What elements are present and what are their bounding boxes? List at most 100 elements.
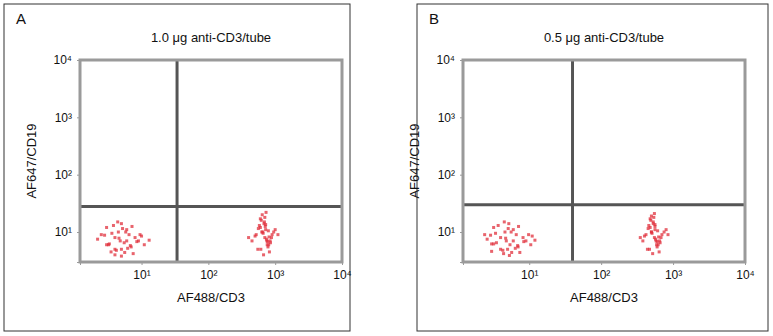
event-point: [495, 241, 498, 244]
event-point: [648, 248, 651, 251]
event-point: [128, 233, 131, 236]
event-point: [107, 243, 110, 246]
event-point: [261, 213, 264, 216]
event-point: [529, 243, 532, 246]
event-point: [503, 231, 506, 234]
y-tick-label: 10⁴: [436, 53, 455, 67]
event-point: [483, 233, 486, 236]
event-point: [143, 243, 146, 246]
event-point: [503, 220, 506, 223]
x-tick-label: 10³: [267, 268, 284, 282]
event-point: [96, 238, 99, 241]
event-point: [268, 250, 271, 253]
x-tick-mark: [529, 262, 530, 265]
plot-frame: [80, 60, 342, 262]
event-point: [514, 247, 517, 250]
event-point: [504, 237, 507, 240]
plot-area: [463, 60, 745, 262]
x-axis-line: [464, 263, 746, 266]
event-point: [271, 233, 274, 236]
event-point: [522, 240, 525, 243]
y-tick: 10⁴: [436, 53, 463, 67]
event-point: [139, 233, 142, 236]
y-axis-line: [77, 61, 81, 263]
x-tick-mark: [208, 262, 209, 265]
y-tick-mark: [460, 175, 463, 176]
panel: B0.5 μg anti-CD3/tube10¹10²10³10⁴10¹10²1…: [407, 4, 768, 331]
event-point: [100, 233, 103, 236]
y-tick-label: 10¹: [438, 225, 455, 239]
event-point: [251, 239, 254, 242]
y-tick-mark: [460, 117, 463, 118]
event-point: [103, 234, 106, 237]
event-point: [497, 224, 500, 227]
x-axis-title: AF488/CD3: [570, 290, 638, 305]
x-tick-mark: [745, 262, 746, 265]
event-point: [647, 224, 650, 227]
event-point: [266, 240, 269, 243]
y-tick-label: 10¹: [55, 225, 72, 239]
panel-border: [4, 4, 350, 331]
event-point: [105, 226, 108, 229]
event-point: [510, 251, 513, 254]
y-tick: 10¹: [55, 225, 80, 239]
figure: A1.0 μg anti-CD3/tube10¹10²10³10⁴10¹10²1…: [0, 0, 773, 336]
event-point: [644, 233, 647, 236]
event-point: [257, 227, 260, 230]
y-tick: 10⁴: [53, 53, 80, 67]
event-point: [148, 239, 151, 242]
y-tick-label: 10²: [55, 168, 72, 182]
event-point: [653, 212, 656, 215]
event-point: [512, 239, 515, 242]
event-point: [258, 224, 261, 227]
y-tick: 10³: [438, 111, 463, 125]
event-point: [120, 222, 123, 225]
event-point: [123, 251, 126, 254]
x-tick: 10³: [665, 262, 682, 282]
plot-background: [463, 60, 745, 262]
x-tick-label: 10⁴: [736, 268, 755, 282]
event-point: [660, 233, 663, 236]
x-tick-mark: [342, 262, 343, 265]
event-point: [502, 252, 505, 255]
event-point: [260, 231, 263, 234]
event-point: [120, 248, 123, 251]
gate-line: [571, 60, 574, 262]
panel-letter: B: [429, 10, 439, 27]
event-point: [263, 216, 266, 219]
event-point: [518, 251, 521, 254]
x-tick-label: 10¹: [521, 268, 538, 282]
event-point: [658, 250, 661, 253]
panel-letter: A: [16, 10, 26, 27]
gate-line: [176, 60, 179, 262]
gate-line: [80, 205, 342, 208]
point-series: [96, 211, 279, 258]
event-point: [641, 239, 644, 242]
event-point: [265, 211, 268, 214]
x-tick: 10¹: [521, 262, 538, 282]
event-point: [492, 226, 495, 229]
event-point: [274, 228, 277, 231]
event-point: [268, 235, 271, 238]
event-point: [264, 228, 267, 231]
event-point: [108, 242, 111, 245]
event-point: [657, 235, 660, 238]
event-point: [116, 220, 119, 223]
event-point: [516, 244, 519, 247]
x-tick: 10³: [267, 262, 284, 282]
event-point: [135, 240, 138, 243]
event-point: [132, 252, 135, 255]
event-point: [115, 249, 118, 252]
x-tick-label: 10¹: [133, 268, 150, 282]
event-point: [508, 243, 511, 246]
x-tick-mark: [601, 262, 602, 265]
event-point: [486, 238, 489, 241]
x-tick-mark: [673, 262, 674, 265]
x-tick: 10⁴: [333, 262, 352, 282]
event-point: [492, 242, 495, 245]
event-point: [527, 233, 530, 236]
event-point: [639, 236, 642, 239]
title: 1.0 μg anti-CD3/tube: [151, 30, 271, 45]
x-axis-line: [81, 263, 343, 266]
y-tick-mark: [77, 175, 80, 176]
